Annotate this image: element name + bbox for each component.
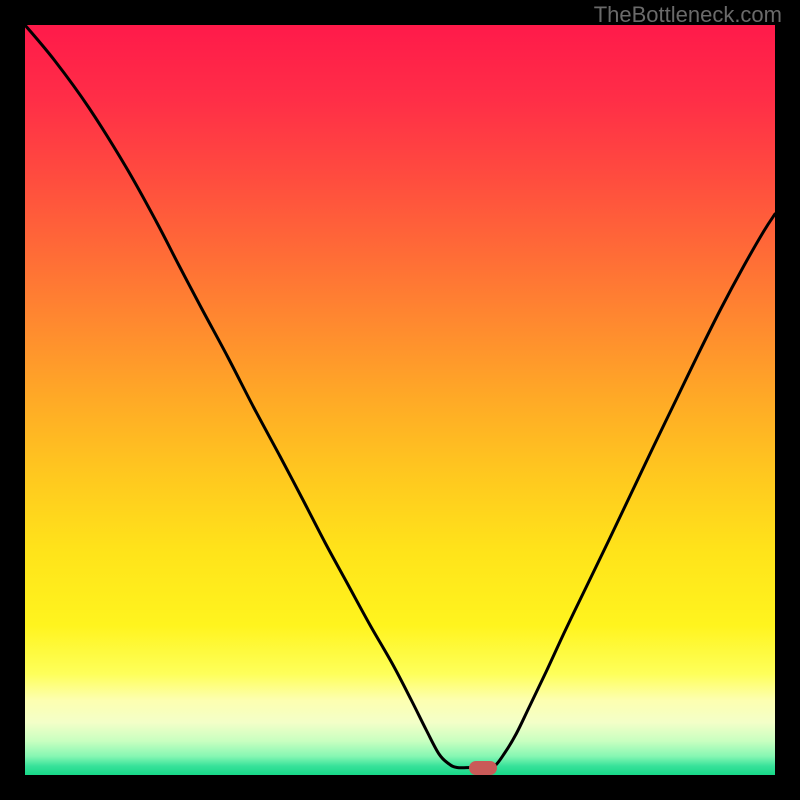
plot-area [25, 25, 775, 775]
watermark-text: TheBottleneck.com [594, 2, 782, 28]
bottleneck-curve [25, 25, 775, 775]
optimal-marker [469, 761, 497, 775]
